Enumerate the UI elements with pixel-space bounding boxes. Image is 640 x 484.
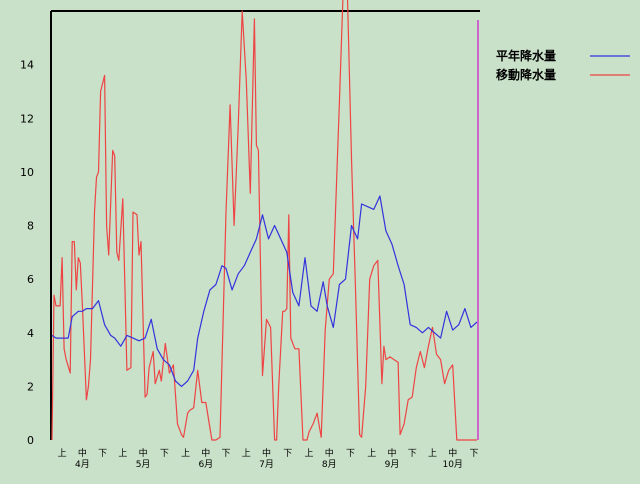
y-tick-label: 6 <box>27 273 34 286</box>
x-tick-period-label: 下 <box>469 449 478 459</box>
y-tick-label: 2 <box>27 380 34 393</box>
x-tick-month-label: 8月 <box>322 459 337 470</box>
x-tick-period-label: 下 <box>160 449 169 459</box>
x-axis-ticks: 上中下4月上中下5月上中下6月上中下7月上中下8月上中下9月上中下10月 <box>58 447 479 470</box>
x-tick-month-label: 10月 <box>442 459 462 470</box>
x-tick-period-label: 中 <box>139 447 148 459</box>
x-tick-period-label: 上 <box>305 448 314 459</box>
x-tick-month-label: 6月 <box>198 459 213 470</box>
x-tick-period-label: 上 <box>181 448 190 459</box>
x-tick-period-label: 上 <box>242 448 251 459</box>
y-tick-label: 8 <box>27 220 34 233</box>
series-line-0 <box>51 195 478 387</box>
x-tick-period-label: 中 <box>387 447 396 459</box>
plot-frame <box>50 10 480 440</box>
x-tick-period-label: 中 <box>201 447 210 459</box>
x-tick-period-label: 下 <box>408 449 417 459</box>
y-tick-label: 0 <box>27 434 34 447</box>
x-tick-period-label: 上 <box>428 448 437 459</box>
y-axis-ticks: 0 2 4 6 8 10 12 14 <box>20 59 34 447</box>
y-tick-label: 12 <box>20 112 34 125</box>
x-tick-period-label: 下 <box>283 449 292 459</box>
x-tick-period-label: 上 <box>118 448 127 459</box>
series-line-1 <box>51 0 477 441</box>
x-tick-period-label: 上 <box>367 448 376 459</box>
legend-entry-label: 移動降水量 <box>496 67 556 82</box>
x-tick-period-label: 中 <box>325 447 334 459</box>
x-tick-period-label: 上 <box>58 448 67 459</box>
x-tick-month-label: 5月 <box>136 459 151 470</box>
x-tick-period-label: 下 <box>346 449 355 459</box>
legend-entry-label: 平年降水量 <box>496 48 556 63</box>
x-tick-month-label: 7月 <box>259 459 274 470</box>
x-tick-period-label: 下 <box>222 449 231 459</box>
y-tick-label: 10 <box>20 166 34 179</box>
x-tick-period-label: 中 <box>262 447 271 459</box>
x-tick-period-label: 中 <box>78 447 87 459</box>
y-tick-label: 4 <box>27 327 34 340</box>
x-tick-period-label: 中 <box>448 447 457 459</box>
series-lines <box>51 0 478 441</box>
x-tick-month-label: 4月 <box>75 459 90 470</box>
x-tick-period-label: 下 <box>98 449 107 459</box>
x-tick-month-label: 9月 <box>385 459 400 470</box>
y-tick-label: 14 <box>20 59 34 72</box>
